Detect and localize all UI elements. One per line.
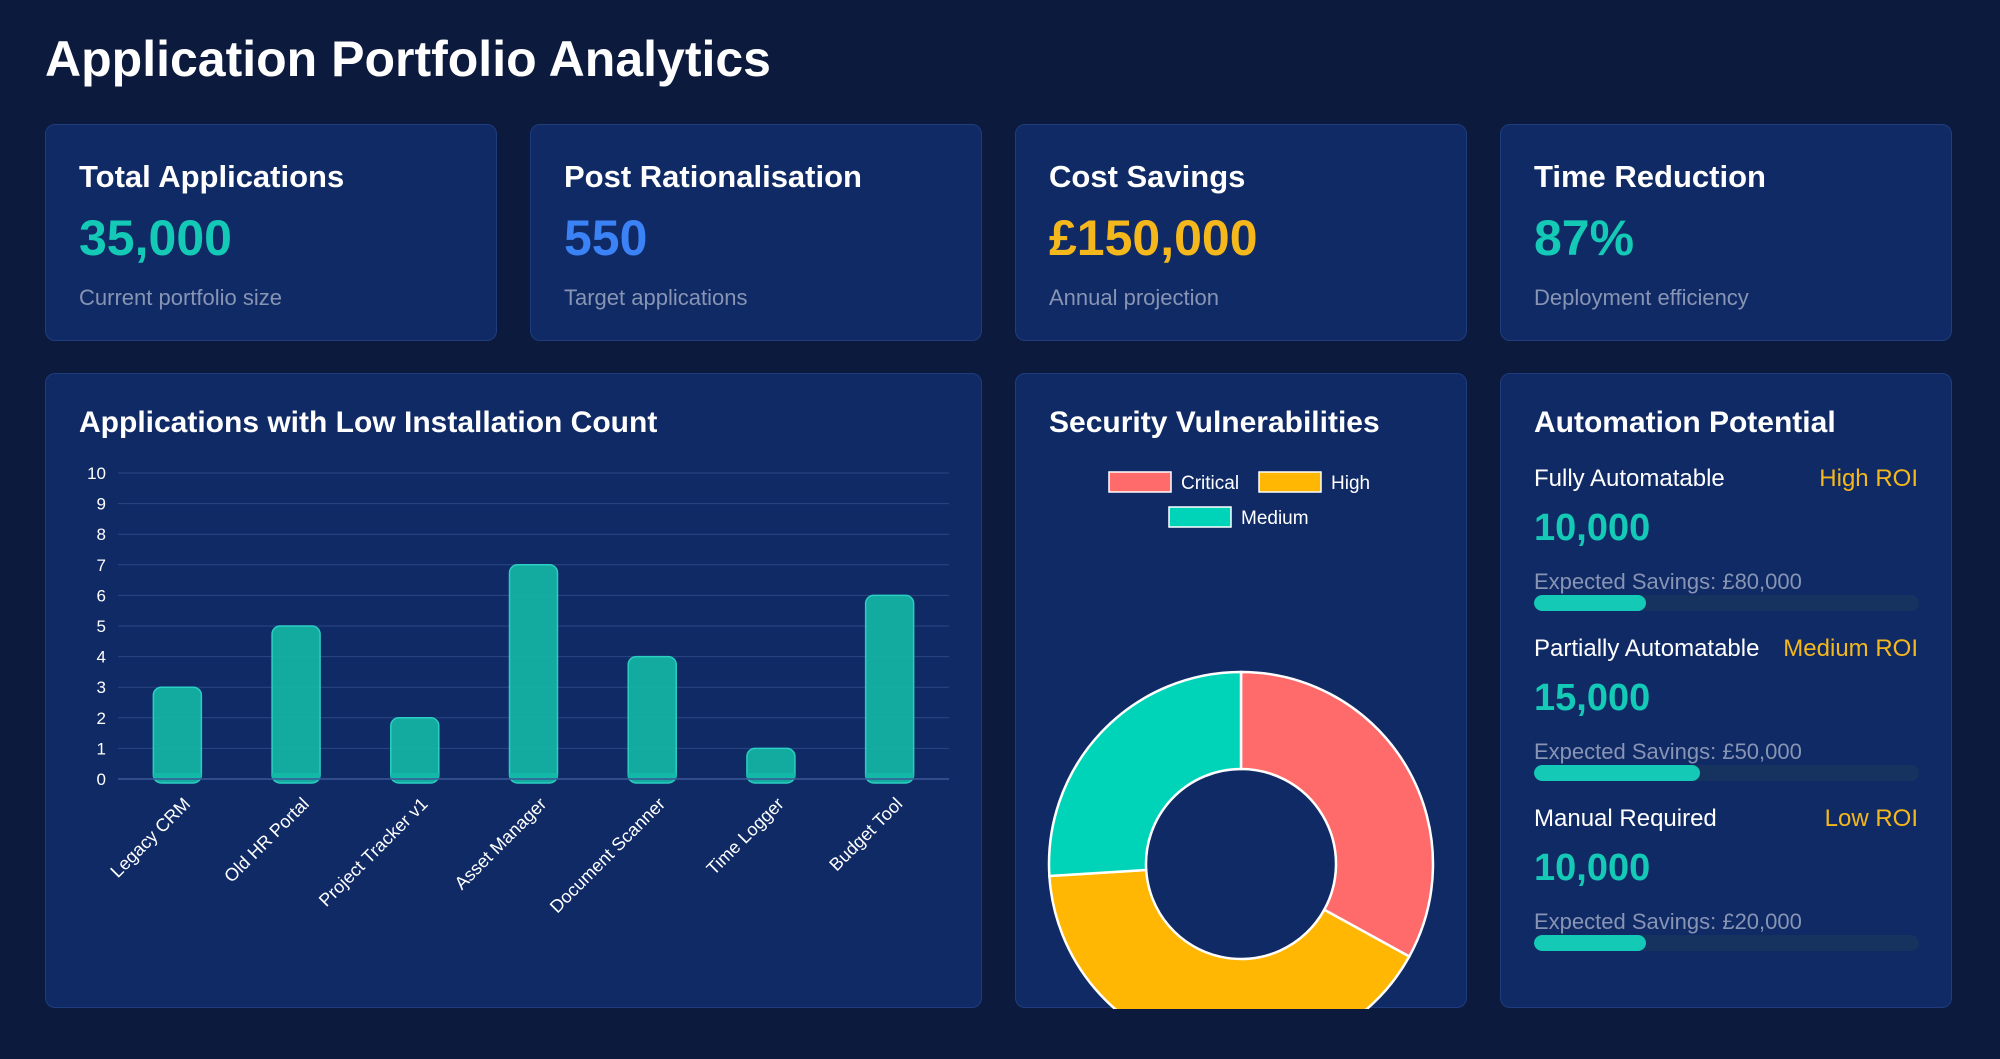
stat-value: 35,000 — [79, 210, 232, 266]
low-install-panel: Applications with Low Installation Count… — [45, 373, 982, 1008]
legend-label: Medium — [1241, 508, 1309, 529]
stat-subtitle: Target applications — [564, 285, 748, 310]
automation-savings: Expected Savings: £20,000 — [1534, 909, 1802, 934]
progress-track — [1534, 935, 1919, 951]
stat-value: 87% — [1534, 210, 1635, 266]
x-tick-label: Document Scanner — [546, 794, 669, 917]
panel-title: Applications with Low Installation Count — [79, 406, 658, 439]
y-tick-label: 2 — [97, 709, 106, 728]
progress-fill — [1534, 765, 1700, 781]
bar-chart: 0 1 2 3 4 5 6 7 8 9 10 Legacy CRM Old HR Portal Proje… — [87, 464, 949, 917]
donut-slice — [1239, 670, 1435, 959]
y-tick-label: 7 — [97, 556, 106, 575]
bar-base — [509, 773, 558, 779]
x-tick-label: Time Logger — [703, 794, 788, 879]
x-tick-label: Legacy CRM — [106, 794, 194, 882]
page-title: Application Portfolio Analytics — [45, 31, 771, 87]
automation-value: 10,000 — [1534, 847, 1651, 889]
y-tick-label: 9 — [97, 495, 106, 514]
y-tick-label: 4 — [97, 648, 106, 667]
stat-subtitle: Deployment efficiency — [1534, 285, 1749, 310]
legend-label: High — [1331, 473, 1370, 494]
bar — [508, 564, 559, 784]
roi-badge: Low ROI — [1824, 805, 1918, 832]
stat-value: £150,000 — [1049, 210, 1258, 266]
automation-label: Fully Automatable — [1534, 465, 1725, 492]
x-tick-label: Project Tracker v1 — [315, 794, 432, 911]
y-tick-label: 8 — [97, 525, 106, 544]
stat-title: Cost Savings — [1049, 159, 1246, 194]
y-tick-label: 1 — [97, 739, 106, 758]
legend-swatch — [1108, 471, 1172, 493]
bar — [864, 594, 915, 784]
automation-panel: Automation Potential Fully Automatable H… — [1500, 373, 1952, 1008]
panel-title: Security Vulnerabilities — [1049, 406, 1380, 439]
stat-subtitle: Annual projection — [1049, 285, 1220, 310]
donut-slice — [1048, 868, 1411, 1009]
automation-savings: Expected Savings: £80,000 — [1534, 569, 1802, 594]
automation-value: 15,000 — [1534, 677, 1651, 719]
stat-title: Time Reduction — [1534, 159, 1766, 194]
x-tick-label: Old HR Portal — [220, 794, 313, 887]
donut-slice — [1047, 670, 1243, 878]
bar — [627, 655, 677, 784]
automation-savings: Expected Savings: £50,000 — [1534, 739, 1802, 764]
automation-value: 10,000 — [1534, 507, 1651, 549]
legend-label: Critical — [1181, 473, 1239, 494]
x-tick-label: Budget Tool — [825, 794, 906, 875]
legend-swatch — [1258, 471, 1322, 493]
legend-swatch — [1168, 506, 1232, 528]
stat-subtitle: Current portfolio size — [79, 285, 282, 310]
roi-badge: High ROI — [1819, 465, 1918, 492]
bar-base — [390, 773, 439, 779]
bar-base — [272, 773, 321, 779]
panel-title: Automation Potential — [1534, 406, 1836, 439]
progress-track — [1534, 595, 1919, 611]
security-panel: Security Vulnerabilities Critical High Med… — [1015, 373, 1467, 1009]
stat-card-post-rationalisation: Post Rationalisation 550 Target applicat… — [530, 124, 982, 341]
progress-fill — [1534, 935, 1646, 951]
donut-chart: Critical High Medium — [1047, 471, 1435, 1009]
y-tick-label: 3 — [97, 678, 106, 697]
bar-base — [865, 773, 914, 779]
bar-base — [628, 773, 677, 779]
bar — [271, 625, 321, 784]
stat-card-cost-savings: Cost Savings £150,000 Annual projection — [1015, 124, 1467, 341]
y-tick-label: 10 — [87, 464, 106, 483]
stat-card-time-reduction: Time Reduction 87% Deployment efficiency — [1500, 124, 1952, 341]
automation-label: Manual Required — [1534, 805, 1717, 832]
roi-badge: Medium ROI — [1783, 635, 1918, 662]
y-tick-label: 0 — [97, 770, 106, 789]
bar — [390, 717, 440, 784]
stat-value: 550 — [564, 210, 648, 266]
stat-title: Post Rationalisation — [564, 159, 862, 194]
y-tick-label: 5 — [97, 617, 106, 636]
bar-base — [746, 773, 795, 779]
progress-fill — [1534, 595, 1646, 611]
stat-card-total-applications: Total Applications 35,000 Current portfo… — [45, 124, 497, 341]
bar — [152, 686, 203, 784]
y-tick-label: 6 — [97, 586, 106, 605]
x-tick-label: Asset Manager — [451, 794, 551, 894]
bar-base — [153, 773, 202, 779]
automation-label: Partially Automatable — [1534, 635, 1760, 662]
progress-track — [1534, 765, 1919, 781]
stat-title: Total Applications — [79, 159, 345, 194]
